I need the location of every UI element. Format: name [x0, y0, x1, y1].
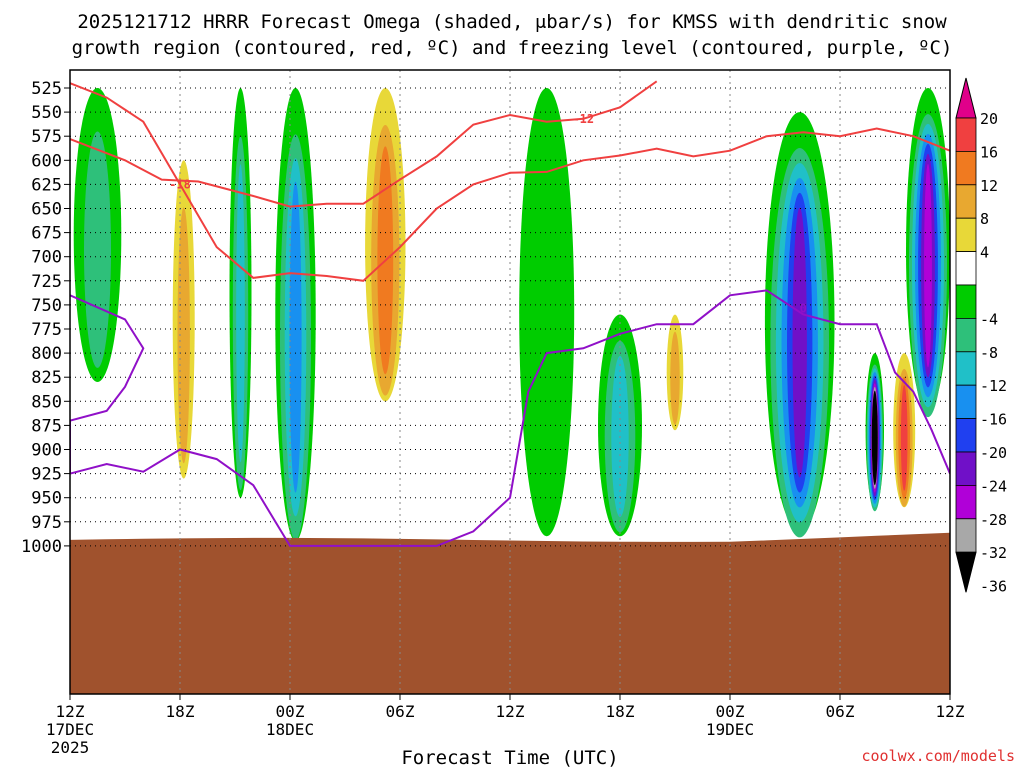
colorbar-bin-5	[955, 251, 977, 286]
colorbar-label-11: -28	[980, 511, 1007, 529]
omega-feature-1-ring-1	[177, 207, 190, 464]
contours: -18-120	[70, 80, 950, 547]
x-tick-date-2: 18DEC	[266, 720, 314, 739]
x-tick-date-0: 17DEC	[46, 720, 94, 739]
colorbar-label-3: 8	[980, 210, 989, 228]
y-tick-label-1000: 1000	[21, 537, 62, 557]
colorbar-label-6: -8	[980, 344, 998, 362]
y-tick-label-900: 900	[31, 441, 62, 461]
colorbar-bin-1	[955, 117, 977, 152]
y-tick-label-725: 725	[31, 272, 62, 292]
colorbar-bin-12	[955, 484, 977, 520]
y-tick-label-925: 925	[31, 465, 62, 485]
x-tick-year-0: 2025	[51, 738, 90, 757]
colorbar-bin-11	[955, 451, 977, 486]
omega-shading	[73, 88, 950, 541]
dgz-contour-label--12: -12	[572, 112, 594, 126]
colorbar-bin-9	[955, 384, 977, 420]
colorbar-bin-7	[955, 317, 977, 353]
colorbar-bin-8	[955, 351, 977, 386]
omega-feature-0-ring-1	[84, 131, 111, 368]
y-tick-label-700: 700	[31, 248, 62, 268]
y-tick-label-600: 600	[31, 151, 62, 171]
colorbar-label-13: -36	[980, 578, 1007, 596]
y-tick-label-875: 875	[31, 416, 62, 436]
x-axis-label: Forecast Time (UTC)	[401, 747, 618, 768]
y-tick-label-575: 575	[31, 127, 62, 147]
gridlines	[70, 70, 950, 694]
dgz-contour--12	[70, 80, 658, 208]
y-tick-label-750: 750	[31, 296, 62, 316]
x-tick-label-6: 00Z	[716, 702, 745, 721]
colorbar-label-1: 16	[980, 143, 998, 161]
colorbar-label-5: -4	[980, 310, 998, 328]
colorbar-bin-3	[955, 184, 977, 219]
x-tick-label-7: 06Z	[826, 702, 855, 721]
y-tick-label-950: 950	[31, 489, 62, 509]
colorbar-label-4: 4	[980, 244, 989, 262]
dgz-contour--18	[70, 82, 950, 282]
colorbar-bin-6	[955, 284, 977, 319]
colorbar-label-9: -20	[980, 444, 1007, 462]
y-tick-label-775: 775	[31, 320, 62, 340]
colorbar: 20 16 12 8 4 -4 -8 -12 -16 -20 -24 -28 -32 -36	[955, 77, 1007, 596]
colorbar-bin-10	[955, 418, 977, 453]
omega-feature-2-ring-2	[236, 164, 245, 463]
omega-feature-8-ring-5	[792, 207, 807, 478]
x-tick-label-3: 06Z	[386, 702, 415, 721]
x-tick-date-6: 19DEC	[706, 720, 754, 739]
y-tick-label-525: 525	[31, 79, 62, 99]
colorbar-label-0: 20	[980, 110, 998, 128]
omega-feature-11-ring-6	[924, 163, 932, 368]
y-tick-label-975: 975	[31, 513, 62, 533]
credit-text: coolwx.com/models	[861, 747, 1015, 765]
chart-title-line-1: 2025121712 HRRR Forecast Omega (shaded, …	[77, 11, 947, 33]
colorbar-label-10: -24	[980, 477, 1007, 495]
chart-title-line-2: growth region (contoured, red, ºC) and f…	[72, 37, 953, 59]
omega-feature-5-ring-0	[519, 88, 575, 537]
y-tick-label-850: 850	[31, 392, 62, 412]
colorbar-label-8: -16	[980, 411, 1007, 429]
y-axis: 525 550 575 600 625 650 675 700 725 750 775 800 825 8…	[21, 79, 70, 557]
colorbar-label-12: -32	[980, 544, 1007, 562]
colorbar-bin-13	[955, 518, 977, 553]
y-tick-label-675: 675	[31, 224, 62, 244]
x-tick-label-1: 18Z	[166, 702, 195, 721]
omega-feature-10-ring-3	[900, 385, 908, 491]
x-tick-label-4: 12Z	[496, 702, 525, 721]
omega-feature-7-ring-1	[670, 331, 680, 425]
colorbar-bin-2	[955, 150, 977, 186]
colorbar-label-2: 12	[980, 177, 998, 195]
y-tick-label-825: 825	[31, 368, 62, 388]
omega-feature-3-ring-3	[289, 181, 302, 493]
x-tick-label-2: 00Z	[276, 702, 305, 721]
x-tick-label-5: 18Z	[606, 702, 635, 721]
y-tick-label-625: 625	[31, 175, 62, 195]
y-tick-label-650: 650	[31, 200, 62, 220]
colorbar-bin-4	[955, 217, 977, 252]
x-tick-label-0: 12Z	[56, 702, 85, 721]
x-tick-label-8: 12Z	[936, 702, 965, 721]
freezing-level-contour	[70, 289, 950, 547]
colorbar-top-triangle	[955, 77, 977, 119]
colorbar-label-7: -12	[980, 377, 1007, 395]
colorbar-bottom-triangle	[955, 551, 977, 593]
omega-feature-9-ring-8	[871, 390, 878, 486]
freezing-level-label: 0	[800, 302, 807, 316]
y-tick-label-800: 800	[31, 344, 62, 364]
y-tick-label-550: 550	[31, 103, 62, 123]
